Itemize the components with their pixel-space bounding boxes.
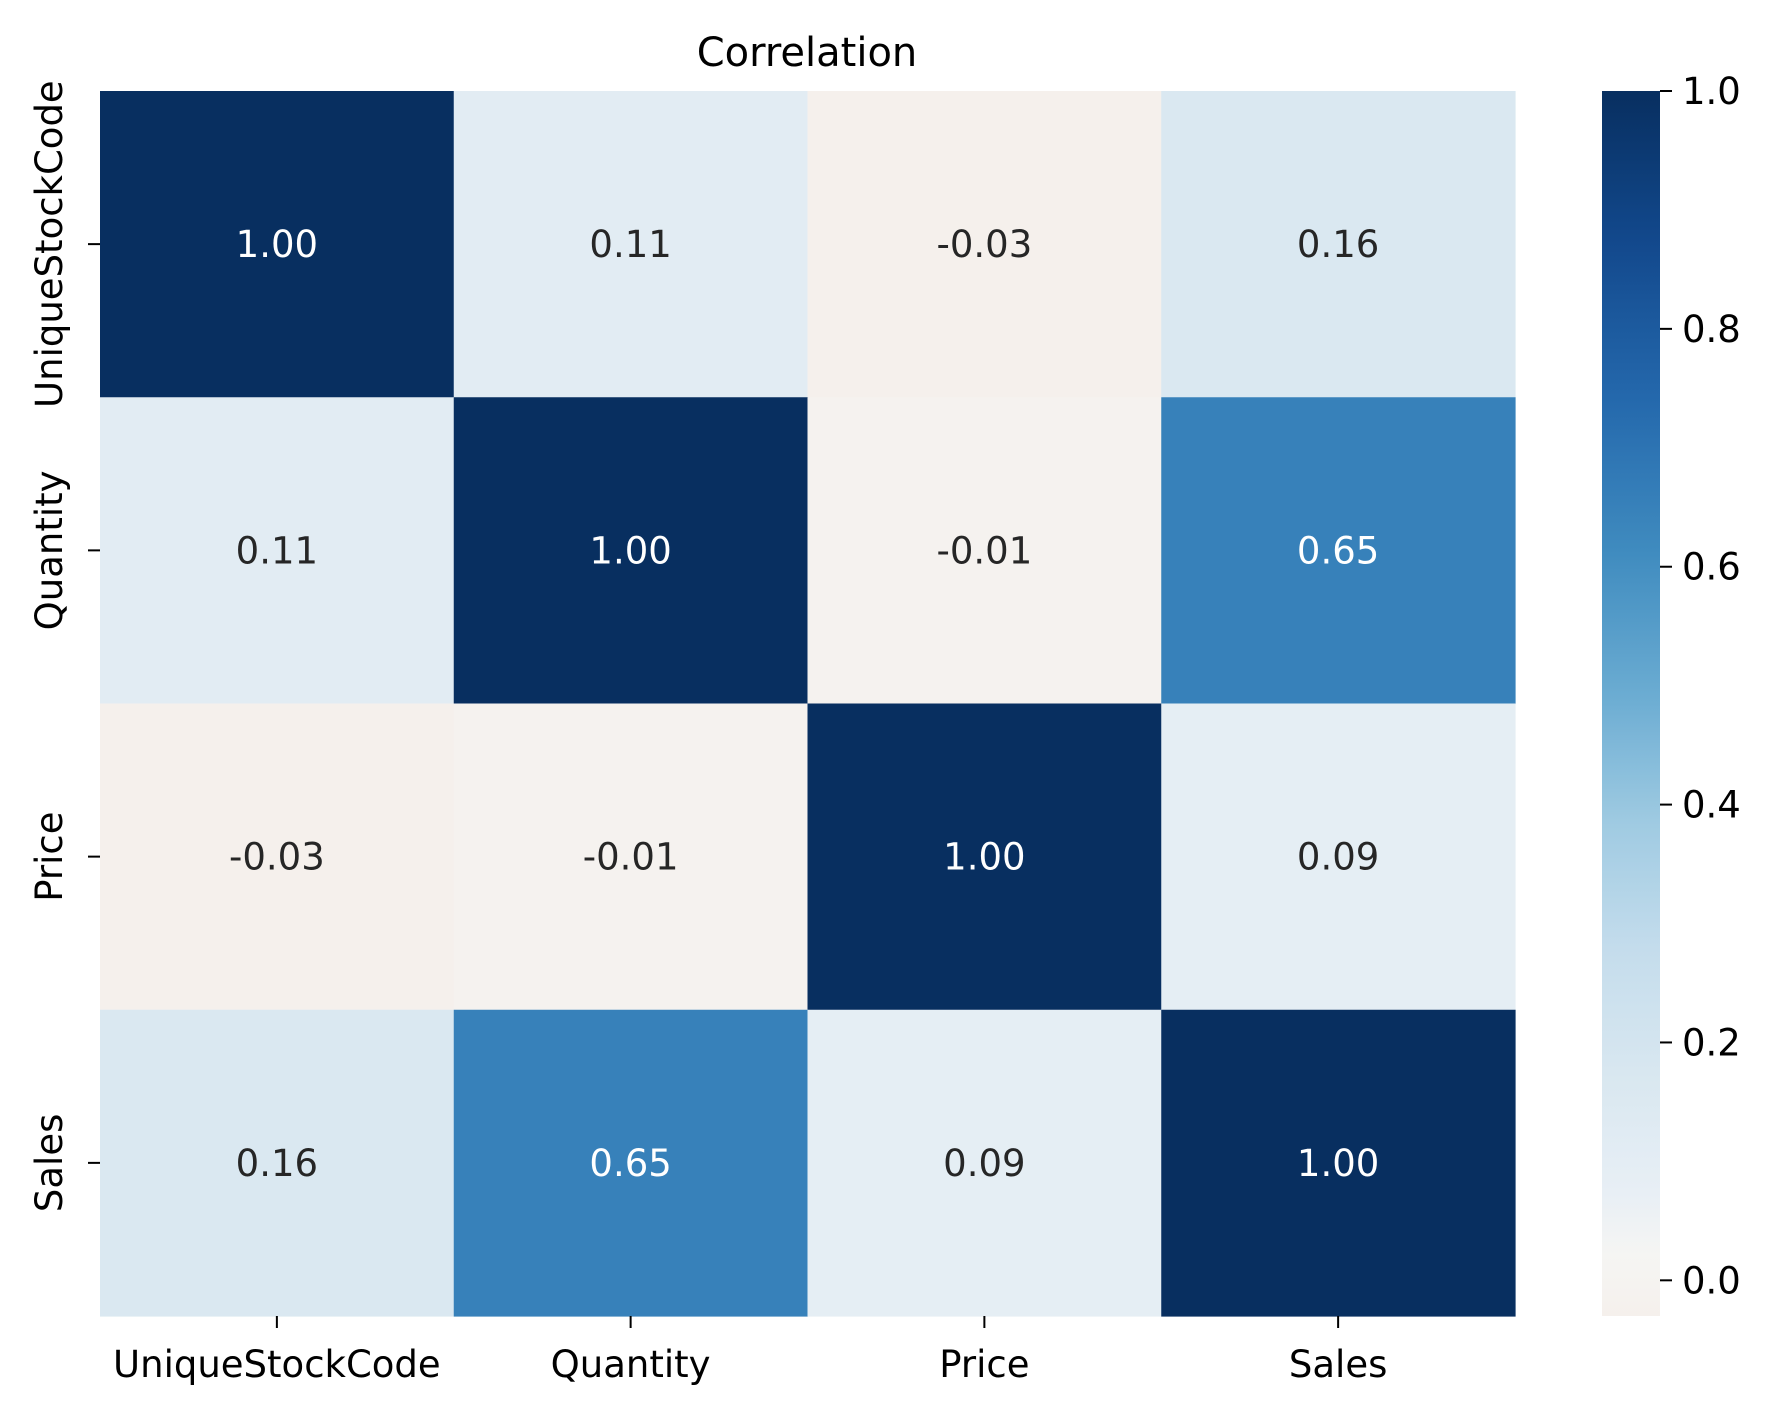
colorbar-tick-label: 0.2: [1682, 1021, 1741, 1064]
colorbar-gradient: [1602, 91, 1660, 1316]
x-tick-label: Sales: [1289, 1343, 1387, 1386]
heatmap-cell: [1161, 703, 1516, 1011]
cell-value-label: 0.65: [1297, 529, 1379, 572]
heatmap-cell: [453, 397, 809, 705]
heatmap-cell: [1161, 91, 1516, 398]
colorbar-tick-label: 0.6: [1682, 546, 1741, 589]
y-tick-label: Price: [28, 811, 71, 901]
cell-value-label: 0.09: [1297, 836, 1379, 879]
colorbar-tick-label: 0.4: [1682, 784, 1741, 827]
colorbar: 0.0 0.2 0.4 0.6 0.8 1.0: [1602, 70, 1741, 1316]
heatmap-cell: [807, 1009, 1162, 1317]
cell-value-label: -0.03: [937, 223, 1033, 266]
x-tick-label: Quantity: [551, 1343, 711, 1386]
heatmap-cell: [453, 91, 809, 398]
y-tick-label: Quantity: [28, 470, 71, 630]
heatmap-cell: [1161, 397, 1516, 705]
heatmap-cell: [807, 397, 1162, 705]
y-tick-label: UniqueStockCode: [28, 80, 71, 408]
cell-value-label: -0.01: [937, 529, 1033, 572]
heatmap-cell: [100, 703, 455, 1011]
x-tick-label: Price: [939, 1343, 1029, 1386]
x-tick-label: UniqueStockCode: [113, 1343, 441, 1386]
cell-value-label: 0.11: [236, 529, 318, 572]
cell-value-label: -0.01: [583, 836, 679, 879]
cell-value-label: 0.16: [236, 1142, 318, 1185]
y-tick-label: Sales: [28, 1114, 71, 1212]
chart-title: Correlation: [697, 30, 918, 76]
cell-value-label: 0.09: [943, 1142, 1025, 1185]
heatmap-cell: [453, 1009, 809, 1317]
colorbar-tick-label: 0.0: [1682, 1259, 1741, 1302]
cell-value-label: 0.11: [589, 223, 671, 266]
heatmap-cells: [100, 91, 1516, 1317]
heatmap-cell: [100, 397, 455, 705]
cell-value-label: -0.03: [229, 836, 325, 879]
cell-value-label: 1.00: [589, 529, 671, 572]
heatmap-cell: [807, 91, 1162, 398]
x-axis: UniqueStockCode Quantity Price Sales: [113, 1316, 1387, 1386]
heatmap-cell: [807, 703, 1162, 1011]
heatmap-cell-labels: 1.00 0.11 -0.03 0.16 0.11 1.00 -0.01 0.65 -0.03 -…: [229, 223, 1379, 1185]
heatmap-cell: [100, 91, 455, 398]
cell-value-label: 0.16: [1297, 223, 1379, 266]
heatmap-cell: [1161, 1009, 1516, 1317]
cell-value-label: 1.00: [943, 836, 1025, 879]
heatmap-cell: [100, 1009, 455, 1317]
y-axis: UniqueStockCode Quantity Price Sales: [28, 80, 100, 1212]
heatmap-cell: [453, 703, 809, 1011]
colorbar-tick-label: 0.8: [1682, 308, 1741, 351]
cell-value-label: 1.00: [236, 223, 318, 266]
cell-value-label: 1.00: [1297, 1142, 1379, 1185]
colorbar-tick-label: 1.0: [1682, 70, 1741, 113]
cell-value-label: 0.65: [589, 1142, 671, 1185]
